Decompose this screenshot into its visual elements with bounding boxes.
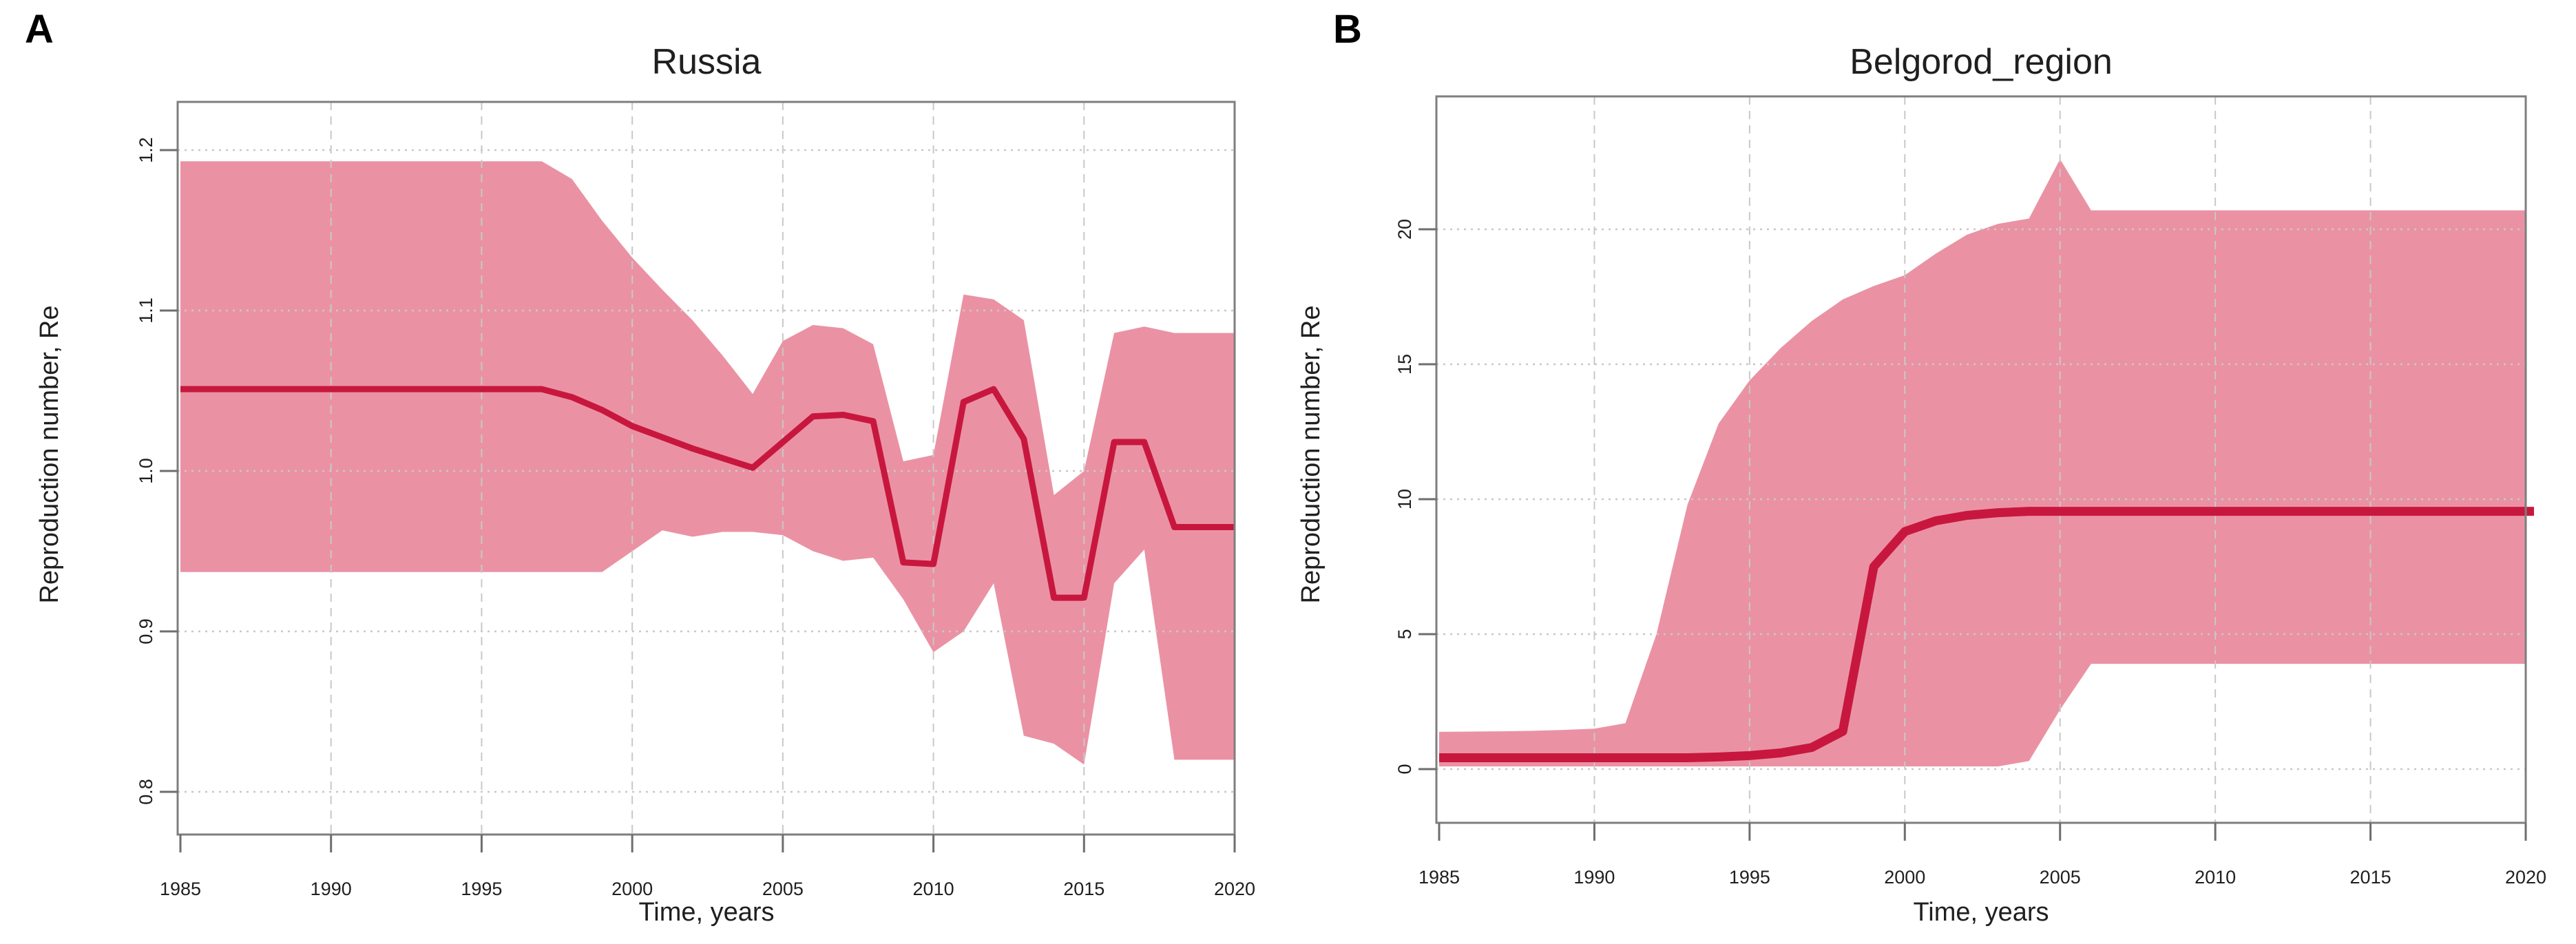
y-tick-label: 1.0 [136,458,156,484]
confidence-band [1439,159,2526,767]
y-tick-label: 1.1 [136,297,156,324]
x-tick-label: 2020 [1214,879,1255,899]
x-tick-label: 2020 [2505,867,2546,888]
y-tick-label: 1.2 [136,137,156,163]
x-tick-label: 1985 [1418,867,1460,888]
median-line [1439,507,2534,763]
y-tick-label: 0.9 [136,618,156,644]
x-tick-label: 2005 [2040,867,2081,888]
y-tick-label: 5 [1394,629,1415,639]
x-tick-label: 1995 [1729,867,1770,888]
x-tick-label: 2010 [913,879,954,899]
x-tick-label: 2015 [1063,879,1104,899]
chart-title-russia: Russia [651,42,762,82]
panel-russia: A Russia Reproduction number, Re 1985 199… [25,7,1255,927]
x-tick-label: 1990 [1573,867,1615,888]
median-line [180,386,1235,601]
y-tick-label: 15 [1394,354,1415,375]
x-tick-label: 1985 [160,879,201,899]
plot-area-russia: 1985 1990 1995 2000 2005 2010 2015 2020 0.8 0.9 1.… [136,101,1255,899]
x-tick-label: 2010 [2195,867,2236,888]
x-axis-label: Time, years [638,898,775,927]
chart-title-belgorod: Belgorod_region [1850,42,2113,82]
confidence-band [180,161,1235,765]
y-tick-label: 10 [1394,489,1415,510]
y-tick-label: 0.8 [136,779,156,805]
x-tick-label: 2000 [611,879,653,899]
x-tick-label: 2000 [1884,867,1925,888]
panel-letter-b: B [1333,7,1362,52]
y-tick-label: 0 [1394,764,1415,774]
x-tick-label: 2005 [762,879,804,899]
panel-letter-a: A [25,7,54,52]
plot-box [176,101,1236,836]
panel-belgorod-region: B Belgorod_region Reproduction number, R… [1288,0,2576,944]
plot-area-belgorod: 1985 1990 1995 2000 2005 2010 2015 2020 0 5 10 15 20 [1394,95,2546,888]
x-tick-label: 1990 [311,879,352,899]
y-tick-label: 20 [1394,219,1415,240]
plot-box [1435,95,2527,824]
x-tick-label: 2015 [2350,867,2391,888]
x-tick-label: 1995 [461,879,502,899]
x-axis-label: Time, years [1913,898,2049,927]
